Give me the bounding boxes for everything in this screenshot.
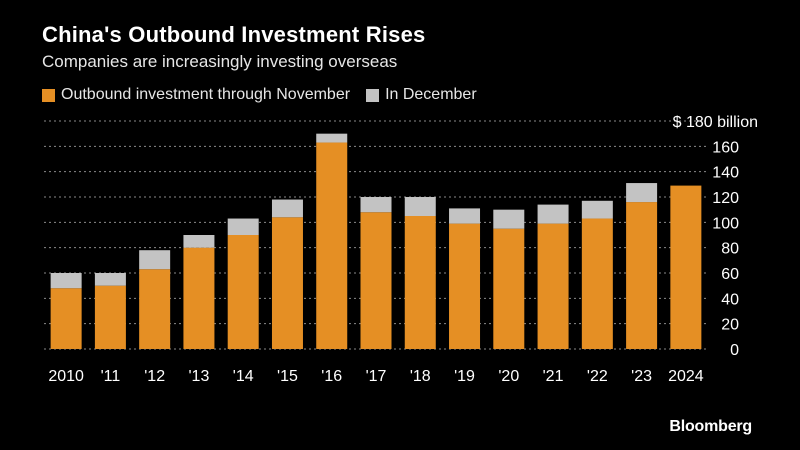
x-tick-label-3: '13 (189, 368, 210, 385)
y-tick-label-0: 0 (730, 342, 739, 359)
bar-december-11 (537, 204, 569, 224)
bar-december-1 (94, 273, 126, 286)
x-tick-label-6: '16 (321, 368, 342, 385)
x-tick-label-0: 2010 (48, 368, 84, 385)
bloomberg-logo: Bloomberg (669, 418, 752, 435)
bar-december-7 (360, 197, 392, 213)
bar-december-6 (316, 133, 348, 143)
y-tick-label-160: 160 (712, 139, 739, 156)
chart-subtitle: Companies are increasingly investing ove… (42, 52, 398, 71)
bar-december-12 (581, 200, 613, 219)
chart-title: China's Outbound Investment Rises (42, 22, 426, 47)
x-tick-label-9: '19 (454, 368, 475, 385)
bar-november-14 (670, 185, 702, 349)
bar-december-9 (449, 208, 481, 224)
bar-november-2 (139, 269, 171, 349)
y-tick-label-120: 120 (712, 190, 739, 207)
y-tick-label-180: $ 180 billion (673, 114, 758, 131)
x-tick-label-13: '23 (631, 368, 652, 385)
bar-november-6 (316, 142, 348, 349)
x-tick-label-1: '11 (101, 368, 121, 385)
legend-item-december: In December (366, 86, 477, 104)
y-tick-label-40: 40 (721, 291, 739, 308)
x-tick-label-2: '12 (144, 368, 165, 385)
bar-november-4 (227, 235, 259, 349)
bar-december-8 (404, 197, 436, 216)
bar-november-12 (581, 218, 613, 349)
legend-swatch-december (366, 88, 380, 102)
x-tick-label-4: '14 (233, 368, 254, 385)
bar-november-13 (626, 202, 658, 349)
legend: Outbound investment through November In … (42, 86, 493, 104)
bar-december-4 (227, 218, 259, 235)
bar-december-5 (271, 199, 303, 218)
y-tick-label-140: 140 (712, 165, 739, 182)
bar-november-9 (449, 223, 481, 349)
bar-december-10 (493, 209, 525, 229)
y-tick-label-60: 60 (721, 266, 739, 283)
bar-november-8 (404, 216, 436, 349)
bar-november-5 (271, 217, 303, 349)
x-tick-label-12: '22 (587, 368, 608, 385)
x-tick-label-7: '17 (366, 368, 387, 385)
legend-label-november: Outbound investment through November (61, 86, 351, 103)
bar-november-1 (94, 285, 126, 349)
x-tick-label-10: '20 (498, 368, 519, 385)
x-tick-label-14: 2024 (668, 368, 704, 385)
bar-november-7 (360, 212, 392, 349)
x-tick-label-11: '21 (543, 368, 564, 385)
bar-november-0 (50, 288, 82, 349)
x-tick-label-5: '15 (277, 368, 298, 385)
bar-november-11 (537, 223, 569, 349)
legend-item-november: Outbound investment through November (42, 86, 350, 104)
bar-november-10 (493, 228, 525, 349)
bar-december-0 (50, 273, 82, 289)
x-tick-label-8: '18 (410, 368, 431, 385)
bar-november-3 (183, 247, 215, 349)
legend-label-december: In December (385, 86, 477, 103)
y-tick-label-80: 80 (721, 241, 739, 258)
bar-december-2 (139, 250, 171, 270)
y-tick-label-20: 20 (721, 317, 739, 334)
y-tick-label-100: 100 (712, 215, 739, 232)
bar-december-3 (183, 235, 215, 248)
legend-swatch-november (42, 88, 55, 102)
bar-december-13 (626, 183, 658, 203)
